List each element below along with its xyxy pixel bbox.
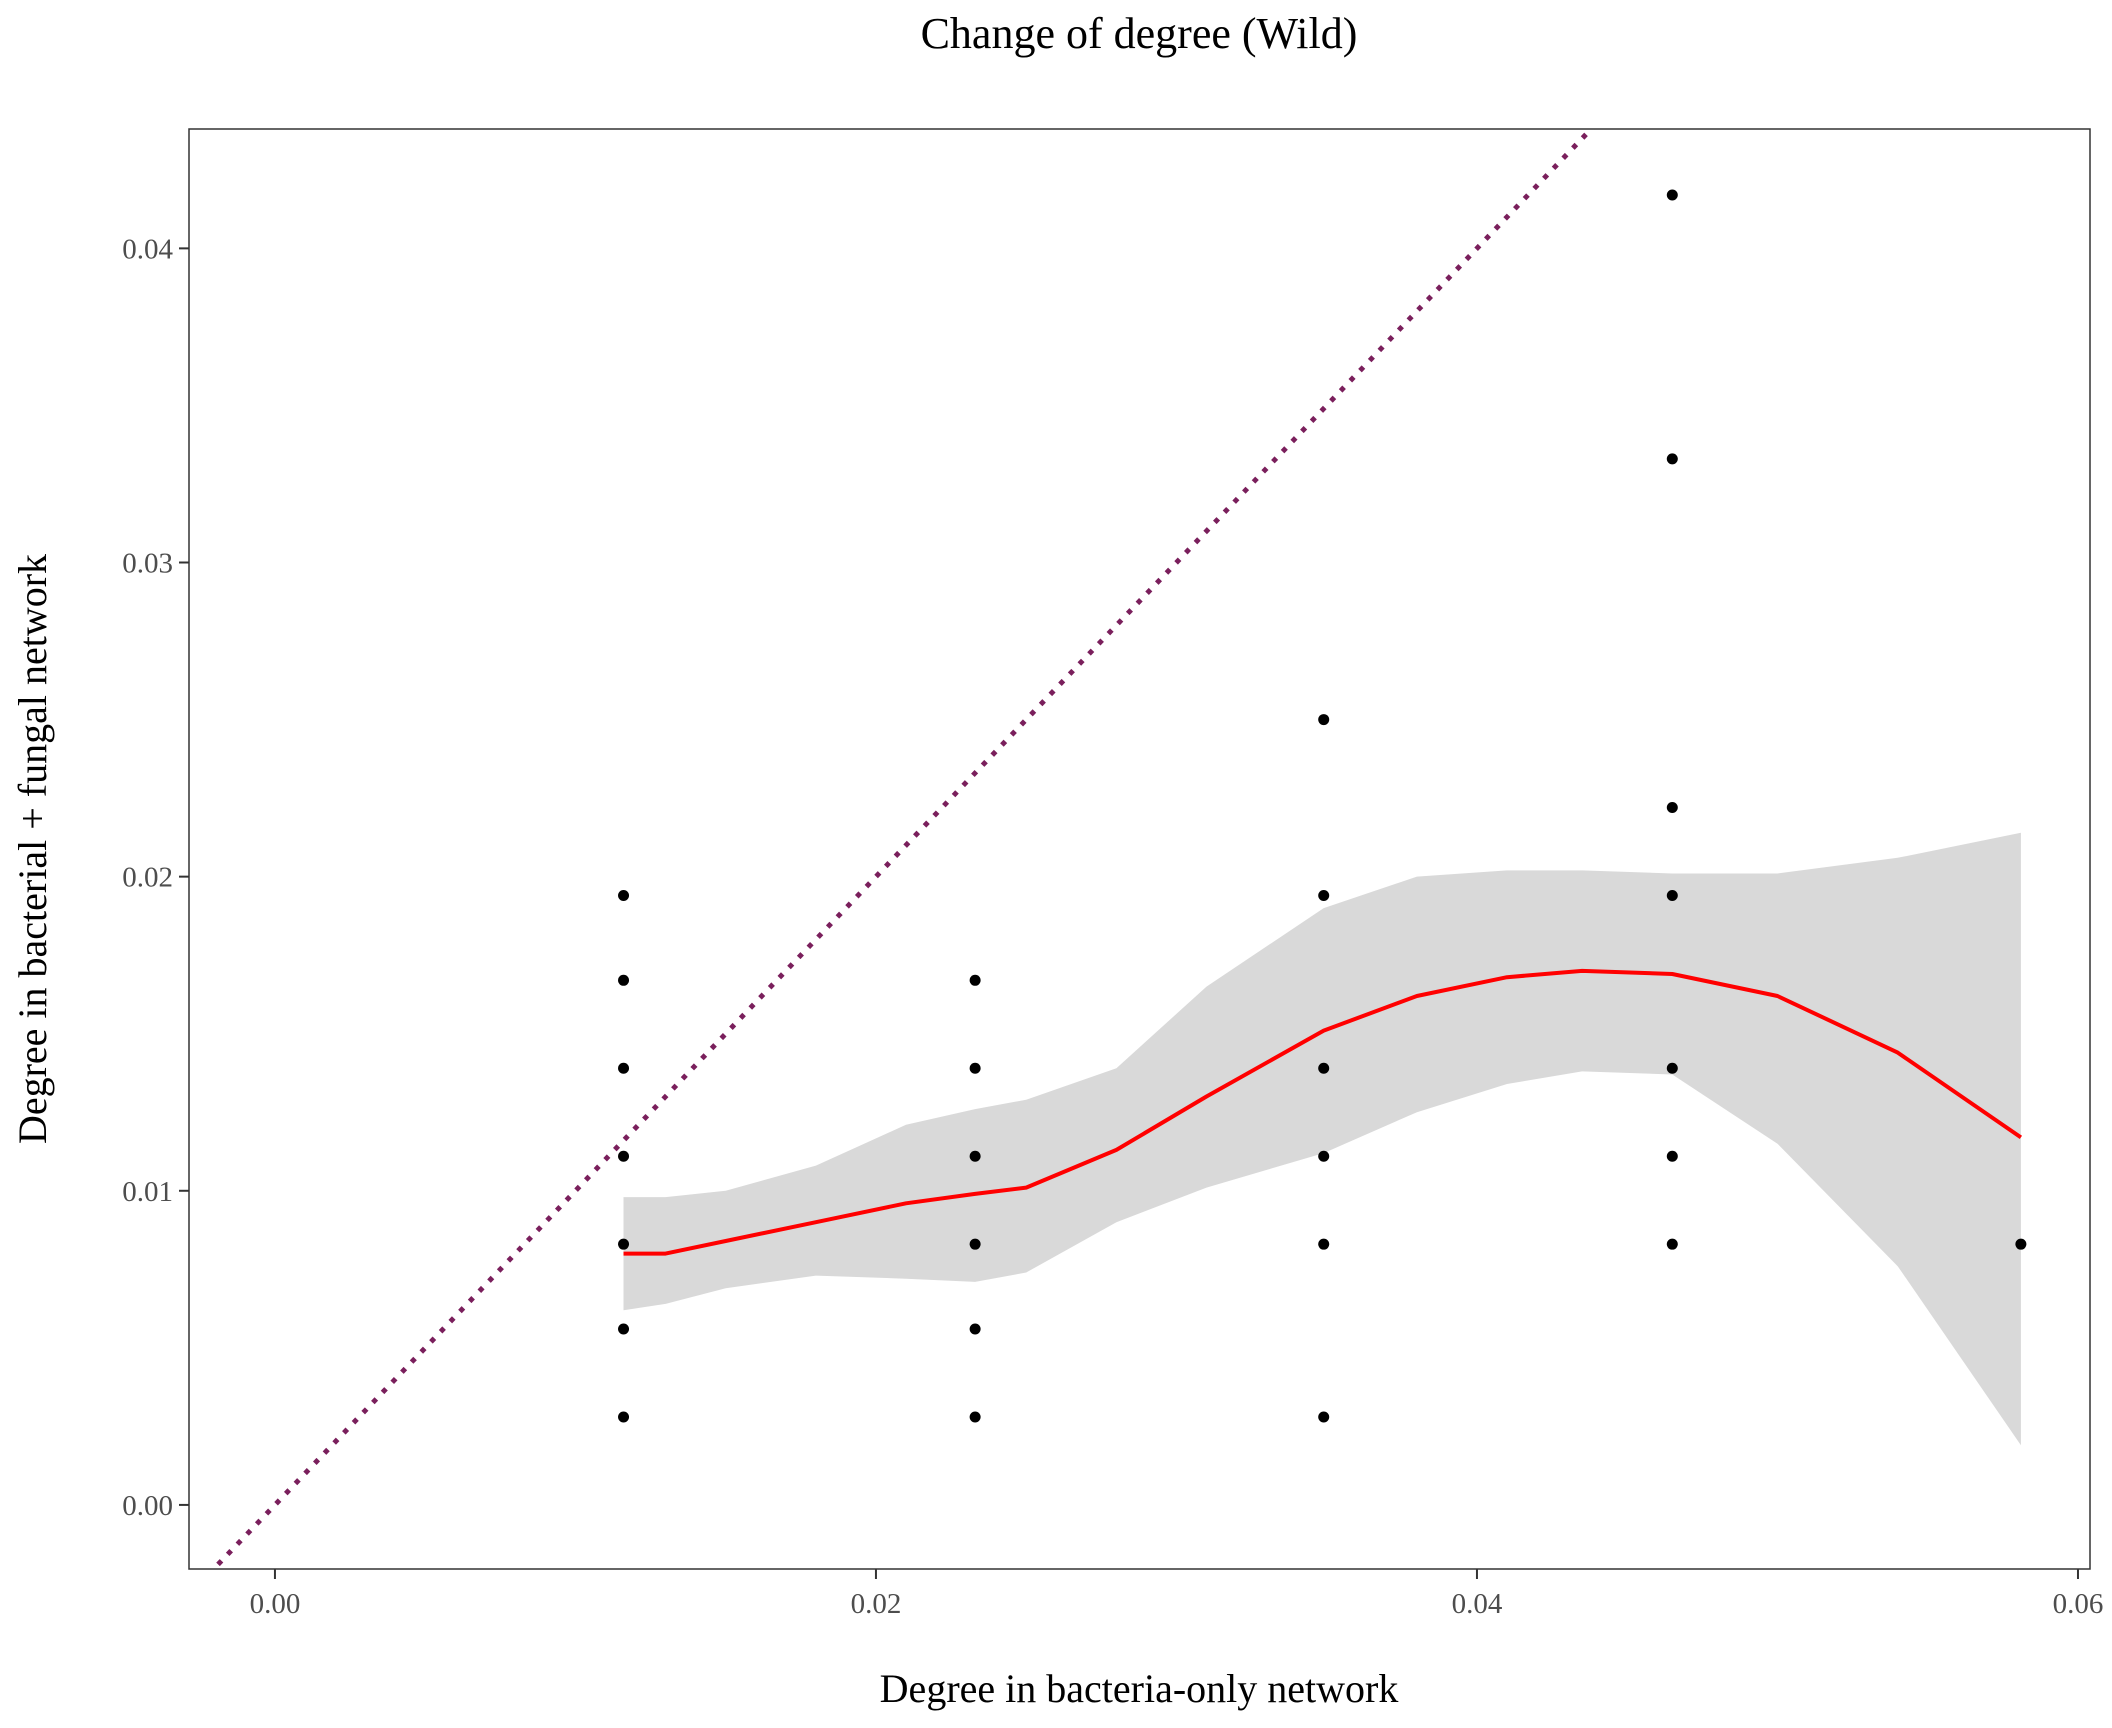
data-point-0: [618, 1411, 630, 1423]
smooth-fit-line: [623, 968, 2023, 1256]
data-point-3: [618, 1150, 630, 1162]
x-axis-label: Degree in bacteria-only network: [880, 1666, 1399, 1711]
data-point-5: [618, 974, 630, 986]
data-point-18: [1318, 714, 1330, 726]
data-point-20: [1666, 1150, 1678, 1162]
x-tick-label: 0.02: [851, 1588, 902, 1620]
x-tick-label: 0.04: [1452, 1588, 1503, 1620]
data-point-6: [618, 889, 630, 901]
data-point-25: [1666, 189, 1678, 201]
y-tick-label: 0.00: [122, 1490, 173, 1522]
data-point-10: [969, 1150, 981, 1162]
data-point-17: [1318, 889, 1330, 901]
data-point-19: [1666, 1238, 1678, 1250]
data-point-26: [2015, 1238, 2027, 1250]
y-tick-label: 0.04: [122, 233, 173, 265]
data-point-8: [969, 1323, 981, 1335]
smooth-line-layer: [210, 129, 2023, 1569]
data-point-12: [969, 974, 981, 986]
points-layer: [618, 189, 2027, 1423]
data-point-22: [1666, 889, 1678, 901]
data-point-15: [1318, 1150, 1330, 1162]
y-tick-label: 0.01: [122, 1176, 173, 1208]
y-tick-label: 0.03: [122, 548, 173, 580]
data-point-7: [969, 1411, 981, 1423]
data-point-9: [969, 1238, 981, 1250]
y-axis: 0.00 0.01 0.02 0.03 0.04: [122, 233, 189, 1522]
data-point-14: [1318, 1238, 1330, 1250]
y-tick-label: 0.02: [122, 862, 173, 894]
x-tick-label: 0.06: [2053, 1588, 2104, 1620]
x-tick-label: 0.00: [250, 1588, 301, 1620]
data-point-1: [618, 1323, 630, 1335]
plot-panel-border: [188, 128, 2091, 1570]
y-axis-label: Degree in bacterial + fungal network: [10, 554, 55, 1144]
identity-reference-line: [210, 129, 1595, 1569]
data-point-16: [1318, 1062, 1330, 1074]
data-point-21: [1666, 1062, 1678, 1074]
data-point-13: [1318, 1411, 1330, 1423]
x-axis: 0.00 0.02 0.04 0.06: [250, 1569, 2104, 1620]
chart-title: Change of degree (Wild): [921, 9, 1358, 58]
data-point-23: [1666, 802, 1678, 814]
data-point-2: [618, 1238, 630, 1250]
data-point-11: [969, 1062, 981, 1074]
confidence-band: [623, 832, 2021, 1446]
plot-area: [210, 129, 2027, 1569]
confidence-band-layer: [623, 832, 2021, 1446]
data-point-24: [1666, 453, 1678, 465]
data-point-4: [618, 1062, 630, 1074]
